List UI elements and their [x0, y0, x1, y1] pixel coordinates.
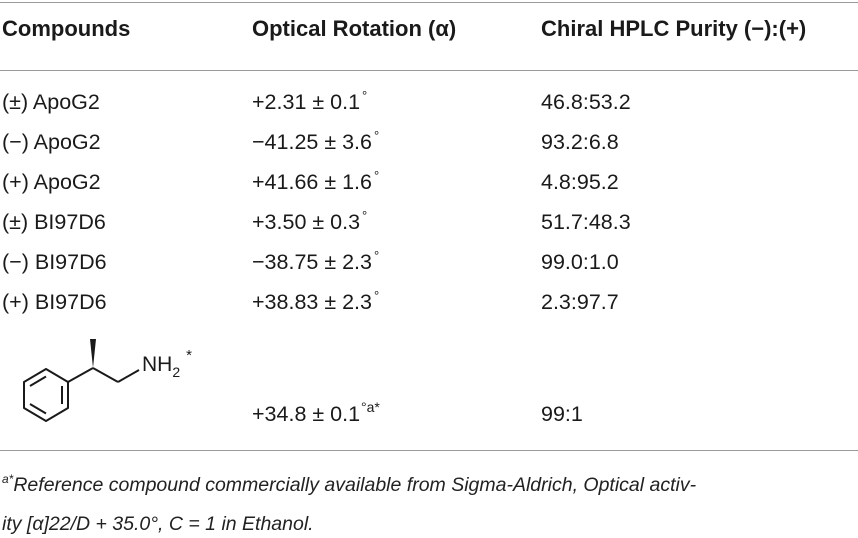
table-cell-compound: (−) ApoG2: [2, 130, 101, 154]
header-compounds: Compounds: [2, 16, 131, 41]
table-cell-purity: 99.0:1.0: [541, 250, 619, 274]
header-optical-rotation: Optical Rotation (α): [252, 16, 457, 41]
table-cell-compound: (+) ApoG2: [2, 170, 101, 194]
table-cell-purity: 4.8:95.2: [541, 170, 619, 194]
footnote-line-2: ity [α]22/D + 35.0°, C = 1 in Ethanol.: [2, 513, 314, 535]
table-cell-rotation: +3.50 ± 0.3 °: [252, 208, 368, 234]
table-cell-compound: (−) BI97D6: [2, 250, 107, 274]
table-cell-rotation: −38.75 ± 2.3 °: [252, 248, 380, 274]
nh2-label: NH2*: [142, 347, 192, 380]
table-cell-rotation: +41.66 ± 1.6 °: [252, 168, 380, 194]
table-cell-purity: 46.8:53.2: [541, 90, 631, 114]
structure-rotation: +34.8 ± 0.1°a*: [252, 399, 380, 426]
amphetamine-structure: NH2*: [23, 339, 192, 422]
table-cell-compound: (+) BI97D6: [2, 290, 107, 314]
table-cell-compound: (±) ApoG2: [2, 90, 100, 114]
table-cell-rotation: +38.83 ± 2.3 °: [252, 288, 380, 314]
table-cell-rotation: −41.25 ± 3.6 °: [252, 128, 380, 154]
table-cell-rotation: +2.31 ± 0.1 °: [252, 88, 368, 114]
table-cell-purity: 51.7:48.3: [541, 210, 631, 234]
header-chiral-hplc-purity: Chiral HPLC Purity (−):(+): [541, 16, 807, 41]
structure-purity: 99:1: [541, 402, 583, 426]
table-header-rule: [0, 70, 858, 71]
table-cell-purity: 93.2:6.8: [541, 130, 619, 154]
table-cell-purity: 2.3:97.7: [541, 290, 619, 314]
footnote-line-1: a*Reference compound commercially availa…: [2, 472, 697, 496]
table-bottom-rule: [0, 450, 858, 451]
table-cell-compound: (±) BI97D6: [2, 210, 106, 234]
table-top-rule: [0, 2, 858, 3]
